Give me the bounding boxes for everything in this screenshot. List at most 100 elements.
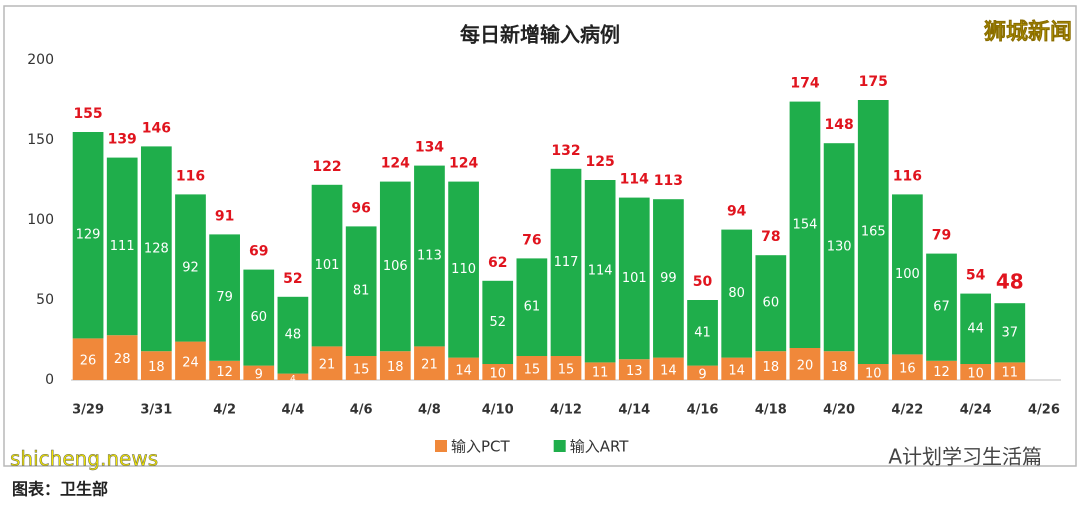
total-label: 125 [586,154,615,170]
bar-segment [584,362,616,380]
bar-value-label: 44 [967,321,984,336]
bar-value-label: 28 [114,352,131,367]
bar-segment [311,184,343,347]
total-label: 113 [654,173,683,189]
bar-segment [448,357,479,380]
bar-value-label: 60 [763,296,780,311]
bar-segment [960,364,992,380]
bar-value-label: 18 [148,360,165,375]
x-tick-label: 4/4 [281,403,304,418]
bar-segment [892,354,923,380]
bar-value-label: 100 [895,267,920,282]
bar-value-label: 80 [728,286,745,301]
x-tick-label: 4/18 [755,403,787,418]
total-label: 52 [283,271,302,287]
bar-segment [516,356,548,380]
bar-value-label: 61 [524,300,541,315]
legend-swatch [553,440,566,452]
bar-value-label: 26 [80,354,97,369]
bar-segment [140,146,172,352]
total-label: 134 [415,140,444,156]
total-label: 114 [620,172,649,188]
site-watermark: shicheng.news [10,447,158,471]
total-label: 94 [727,204,747,220]
bar-value-label: 18 [387,360,404,375]
x-tick-label: 4/10 [482,403,514,418]
bar-value-label: 14 [728,363,745,378]
total-label: 122 [312,159,341,175]
bar-segment [926,253,957,361]
bar-segment [687,365,718,380]
x-tick-label: 4/6 [350,403,373,418]
total-label: 62 [488,255,507,271]
bar-segment [618,197,650,360]
y-tick-label: 0 [45,372,54,388]
bar-value-label: 10 [489,367,506,382]
y-tick-label: 150 [27,132,54,148]
bar-value-label: 11 [592,366,609,381]
bar-segment [823,143,855,352]
bar-value-label: 15 [558,363,575,378]
x-tick-label: 4/26 [1028,403,1060,418]
chart-title: 每日新增输入病例 [460,23,620,47]
bar-segment [857,100,889,364]
bar-value-label: 128 [144,241,169,256]
bar-segment [892,194,923,355]
bar-segment [175,194,206,342]
x-tick-label: 4/24 [960,403,992,418]
bar-value-label: 154 [793,217,818,232]
bar-segment [482,364,514,380]
bar-value-label: 24 [182,355,199,370]
bar-value-label: 20 [797,359,814,374]
bar-segment [209,234,240,361]
bar-value-label: 41 [694,325,711,340]
bar-value-label: 67 [933,300,950,315]
bar-segment [277,373,309,380]
bar-value-label: 21 [319,358,336,373]
bar-value-label: 111 [110,239,135,254]
bar-segment [243,365,275,380]
bar-value-label: 21 [421,358,438,373]
legend-label: 输入ART [570,438,630,456]
bar-value-label: 9 [698,367,706,382]
x-tick-label: 4/12 [550,403,582,418]
bar-value-label: 165 [861,225,886,240]
y-tick-label: 200 [27,52,54,68]
bar-value-label: 16 [899,362,916,377]
bar-segment [414,346,445,380]
bar-segment [106,335,138,380]
bar-segment [175,341,206,380]
bar-value-label: 92 [182,261,199,276]
bar-value-label: 79 [216,290,233,305]
bar-segment [653,357,684,380]
bar-segment [550,168,582,356]
bar-segment [345,226,377,356]
bar-value-label: 13 [626,364,643,379]
bar-segment [209,360,240,380]
bar-value-label: 14 [660,363,677,378]
bar-value-label: 18 [763,360,780,375]
bar-segment [277,296,309,374]
x-tick-label: 4/20 [823,403,855,418]
total-label: 78 [761,229,780,245]
bar-value-label: 10 [865,367,882,382]
bar-segment [789,101,821,348]
total-label: 148 [824,117,853,133]
bar-segment [448,181,479,358]
y-tick-label: 100 [27,212,54,228]
bar-segment [687,300,718,366]
total-label: 69 [249,244,268,260]
bar-value-label: 15 [524,363,541,378]
bar-value-label: 106 [383,259,408,274]
bar-value-label: 9 [255,367,263,382]
x-tick-label: 4/14 [618,403,650,418]
bar-value-label: 60 [250,310,267,325]
watermark: 狮城新闻 [984,19,1072,45]
bar-segment [721,229,753,358]
bar-value-label: 10 [967,367,984,382]
bar-segment [243,269,275,366]
bar-value-label: 12 [216,365,233,380]
bar-value-label: 4 [290,374,296,384]
bar-segment [994,303,1026,363]
x-tick-label: 4/22 [891,403,923,418]
